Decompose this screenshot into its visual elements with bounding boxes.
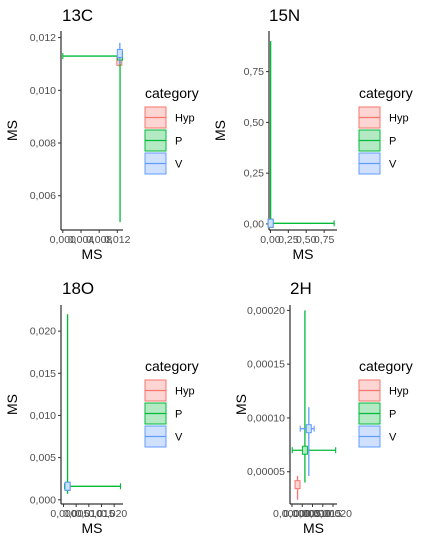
y-tick-label: 0,015	[30, 368, 56, 380]
y-tick-label: 0,00020	[247, 305, 285, 317]
y-tick-label: 0,00010	[247, 412, 285, 424]
x-tick-label: 0,020	[101, 508, 127, 520]
legend-title: category	[359, 358, 413, 374]
x-axis-title: MS	[303, 520, 324, 536]
x-tick-label: 0,005	[63, 508, 89, 520]
legend-label-P: P	[175, 409, 182, 421]
y-tick-label: 0,00015	[247, 359, 285, 371]
x-tick-label: 0,015	[88, 508, 114, 520]
x-axis-title: MS	[82, 520, 103, 536]
y-axis-title: MS	[233, 394, 249, 415]
y-axis-title: MS	[4, 120, 20, 141]
y-axis-title: MS	[4, 394, 20, 415]
series-Hyp	[294, 476, 301, 500]
y-tick-label: 0,50	[244, 117, 265, 129]
facet-panel-15N: 15N0,000,250,500,750,000,250,500,75MSMSc…	[212, 6, 413, 262]
x-tick-label: 0,00000	[273, 508, 311, 520]
x-tick-label: 0,008	[86, 234, 112, 246]
series-P	[63, 314, 122, 494]
facet-panel-2H: 2H0,000050,000100,000150,000200,000000,0…	[233, 279, 413, 536]
legend-title: category	[145, 358, 199, 374]
y-tick-label: 0,006	[30, 190, 56, 202]
series-V	[299, 407, 315, 477]
facet-title: 18O	[62, 279, 94, 298]
y-tick-label: 0,75	[244, 66, 265, 78]
y-tick-label: 0,00	[244, 218, 265, 230]
legend-label-P: P	[175, 136, 182, 148]
facet-title: 13C	[62, 6, 93, 25]
legend-title: category	[145, 85, 199, 101]
facet-title: 2H	[290, 279, 312, 298]
series-P	[267, 41, 335, 228]
x-tick-label: 0,000	[50, 508, 76, 520]
legend-label-Hyp: Hyp	[389, 113, 409, 125]
data-point	[64, 481, 71, 491]
series-P	[291, 310, 337, 483]
legend: category Hyp PV	[358, 85, 413, 175]
y-tick-label: 0,010	[30, 410, 56, 422]
legend-label-Hyp: Hyp	[175, 386, 195, 398]
x-tick-label: 0,00015	[304, 508, 342, 520]
series-V	[116, 42, 123, 64]
legend: category Hyp PV	[358, 358, 413, 448]
x-tick-label: 0,75	[314, 234, 335, 246]
x-tick-label: 0,25	[278, 234, 299, 246]
x-axis-title: MS	[82, 246, 103, 262]
legend-label-Hyp: Hyp	[389, 386, 409, 398]
data-point	[305, 424, 312, 434]
y-tick-label: 0,25	[244, 168, 265, 180]
legend: category Hyp PV	[144, 85, 199, 175]
y-tick-label: 0,005	[30, 452, 56, 464]
legend-label-Hyp: Hyp	[175, 113, 195, 125]
y-tick-label: 0,012	[30, 32, 56, 44]
legend-label-P: P	[389, 409, 396, 421]
y-tick-label: 0,010	[30, 85, 56, 97]
y-tick-label: 0,000	[30, 494, 56, 506]
data-point	[267, 218, 274, 228]
data-point	[301, 445, 308, 455]
x-tick-label: 0,010	[76, 508, 102, 520]
y-tick-label: 0,020	[30, 326, 56, 338]
series-V	[267, 218, 274, 228]
facet-panel-18O: 18O0,0000,0050,0100,0150,0200,0000,0050,…	[4, 279, 199, 536]
legend-label-P: P	[389, 136, 396, 148]
legend-label-V: V	[389, 159, 397, 171]
x-tick-label: 0,00005	[283, 508, 321, 520]
x-tick-label: 0,00	[260, 234, 281, 246]
facet-panel-13C: 13C0,0060,0080,0100,0120,0000,0040,0080,…	[4, 6, 199, 262]
series-V	[64, 481, 71, 491]
data-point	[116, 48, 123, 58]
legend-title: category	[359, 85, 413, 101]
x-axis-title: MS	[293, 246, 314, 262]
x-tick-label: 0,00010	[294, 508, 332, 520]
data-point	[294, 480, 301, 490]
x-tick-label: 0,00020	[314, 508, 352, 520]
legend-label-V: V	[175, 432, 183, 444]
series-P	[62, 51, 124, 223]
y-axis-title: MS	[212, 120, 228, 141]
facet-title: 15N	[269, 6, 300, 25]
x-tick-label: 0,012	[104, 234, 130, 246]
legend-label-V: V	[175, 159, 183, 171]
x-tick-label: 0,000	[50, 234, 76, 246]
y-tick-label: 0,00005	[247, 466, 285, 478]
x-tick-label: 0,004	[68, 234, 94, 246]
legend-label-V: V	[389, 432, 397, 444]
x-tick-label: 0,50	[296, 234, 317, 246]
y-tick-label: 0,008	[30, 138, 56, 150]
legend: category Hyp PV	[144, 358, 199, 448]
